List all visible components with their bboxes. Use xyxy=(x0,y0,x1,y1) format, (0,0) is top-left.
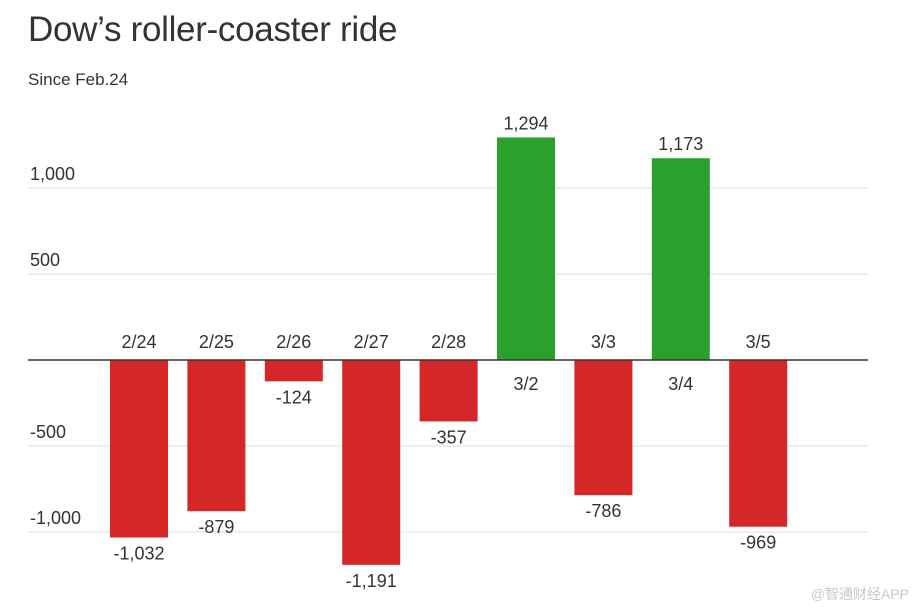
labels: 1,000 500 -500 -1,000 2/24 -1,032 2/25 -879 2/26… xyxy=(30,113,776,590)
bar-3-3 xyxy=(574,360,633,496)
bar-3-5 xyxy=(729,360,788,527)
category-label: 2/25 xyxy=(199,332,234,352)
value-label: -1,032 xyxy=(113,544,164,564)
category-label: 2/26 xyxy=(276,332,311,352)
value-label: -969 xyxy=(740,533,776,553)
bar-2-26 xyxy=(264,360,323,382)
bar-2-28 xyxy=(419,360,478,422)
value-label: 1,173 xyxy=(658,134,703,154)
chart-title: Dow’s roller-coaster ride xyxy=(28,10,398,49)
watermark: @智通财经APP xyxy=(810,586,909,602)
chart-subtitle: Since Feb.24 xyxy=(28,70,129,89)
bar-2-24 xyxy=(110,360,168,538)
y-tick-label: -500 xyxy=(30,422,66,442)
value-label: 1,294 xyxy=(503,113,548,133)
y-tick-label: 1,000 xyxy=(30,164,75,184)
value-label: -1,191 xyxy=(346,571,397,591)
value-label: -357 xyxy=(431,427,467,447)
category-label: 2/27 xyxy=(354,332,389,352)
value-label: -879 xyxy=(198,517,234,537)
category-label: 3/2 xyxy=(513,374,538,394)
y-tick-label: -1,000 xyxy=(30,508,81,528)
bars xyxy=(28,137,868,565)
category-label: 2/24 xyxy=(121,332,156,352)
category-label: 3/3 xyxy=(591,332,616,352)
y-tick-label: 500 xyxy=(30,250,60,270)
category-label: 3/5 xyxy=(746,332,771,352)
bar-3-4 xyxy=(651,158,710,360)
category-label: 3/4 xyxy=(668,374,693,394)
bar-3-2 xyxy=(497,137,555,360)
category-label: 2/28 xyxy=(431,332,466,352)
bar-2-27 xyxy=(342,360,401,565)
value-label: -124 xyxy=(276,387,312,407)
bar-2-25 xyxy=(187,360,246,512)
value-label: -786 xyxy=(585,501,621,521)
